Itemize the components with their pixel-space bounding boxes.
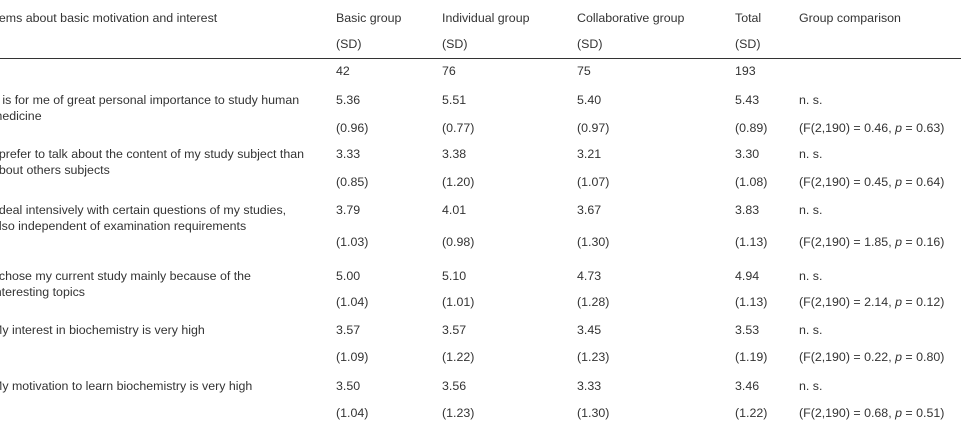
table-cell-basic-sd: (0.85): [336, 175, 369, 189]
table-cell-collaborative-sd: (1.07): [577, 175, 610, 189]
table-cell-total-sd: (1.13): [735, 295, 768, 309]
n-row-collaborative: 75: [577, 64, 591, 78]
table-cell-significance: n. s.: [799, 147, 823, 161]
table-cell-basic: 5.00: [336, 269, 361, 283]
table-cell-basic-sd: (1.04): [336, 406, 369, 420]
table-cell-significance: n. s.: [799, 379, 823, 393]
table-cell-individual-sd: (1.22): [442, 350, 475, 364]
header-collaborative-group: Collaborative group: [577, 11, 685, 25]
table-cell-collaborative-sd: (1.23): [577, 350, 610, 364]
header-rule: [0, 58, 961, 59]
table-cell-individual: 4.01: [442, 203, 467, 217]
n-row-basic: 42: [336, 64, 350, 78]
table-cell-total-sd: (0.89): [735, 121, 768, 135]
table-cell-individual-sd: (0.77): [442, 121, 475, 135]
header-basic-group: Basic group: [336, 11, 402, 25]
table-cell-individual-sd: (1.01): [442, 295, 475, 309]
header-individual-group: Individual group: [442, 11, 530, 25]
table-cell-individual: 3.57: [442, 323, 467, 337]
table-cell-total-sd: (1.19): [735, 350, 768, 364]
table-cell-total: 3.53: [735, 323, 760, 337]
table-cell-test-result: (F(2,190) = 0.68, p = 0.51): [799, 406, 945, 420]
table-cell-basic-sd: (1.03): [336, 235, 369, 249]
table-row-item: My motivation to learn biochemistry is v…: [0, 379, 253, 393]
table-cell-significance: n. s.: [799, 203, 823, 217]
header-collaborative-sd: (SD): [577, 37, 603, 51]
table-cell-total-sd: (1.13): [735, 235, 768, 249]
table-cell-collaborative: 4.73: [577, 269, 602, 283]
table-cell-individual: 5.51: [442, 93, 467, 107]
table-cell-significance: n. s.: [799, 269, 823, 283]
table-cell-test-result: (F(2,190) = 0.45, p = 0.64): [799, 175, 945, 189]
table-cell-individual-sd: (1.20): [442, 175, 475, 189]
table-cell-individual-sd: (0.98): [442, 235, 475, 249]
table-cell-test-result: (F(2,190) = 0.22, p = 0.80): [799, 350, 945, 364]
table-cell-collaborative: 5.40: [577, 93, 602, 107]
table-cell-basic-sd: (1.09): [336, 350, 369, 364]
table-cell-collaborative: 3.45: [577, 323, 602, 337]
table-cell-test-result: (F(2,190) = 1.85, p = 0.16): [799, 235, 945, 249]
table-cell-basic: 3.79: [336, 203, 361, 217]
table-cell-basic-sd: (1.04): [336, 295, 369, 309]
table-row-item: I prefer to talk about the content of my…: [0, 147, 305, 177]
table-cell-basic: 3.33: [336, 147, 361, 161]
table-cell-test-result: (F(2,190) = 2.14, p = 0.12): [799, 295, 945, 309]
table-cell-total: 3.46: [735, 379, 760, 393]
table-cell-basic: 3.57: [336, 323, 361, 337]
table-cell-individual: 3.56: [442, 379, 467, 393]
table-cell-total: 3.30: [735, 147, 760, 161]
table-cell-individual-sd: (1.23): [442, 406, 475, 420]
table-cell-significance: n. s.: [799, 323, 823, 337]
header-individual-sd: (SD): [442, 37, 468, 51]
n-row-individual: 76: [442, 64, 456, 78]
table-cell-individual: 3.38: [442, 147, 467, 161]
table-row-item: My interest in biochemistry is very high: [0, 323, 205, 337]
table-cell-total: 4.94: [735, 269, 760, 283]
header-total: Total: [735, 11, 762, 25]
table-cell-basic: 5.36: [336, 93, 361, 107]
header-items: Items about basic motivation and interes…: [0, 11, 218, 25]
table-cell-collaborative: 3.33: [577, 379, 602, 393]
table-cell-total-sd: (1.08): [735, 175, 768, 189]
table-cell-significance: n. s.: [799, 93, 823, 107]
table-cell-total-sd: (1.22): [735, 406, 768, 420]
table-cell-collaborative-sd: (1.30): [577, 235, 610, 249]
n-row-total: 193: [735, 64, 756, 78]
table-cell-collaborative: 3.21: [577, 147, 602, 161]
header-group-comparison: Group comparison: [799, 11, 901, 25]
table-cell-total: 5.43: [735, 93, 760, 107]
table-cell-test-result: (F(2,190) = 0.46, p = 0.63): [799, 121, 945, 135]
header-basic-sd: (SD): [336, 37, 362, 51]
header-total-sd: (SD): [735, 37, 761, 51]
table-cell-collaborative-sd: (1.30): [577, 406, 610, 420]
table-cell-basic-sd: (0.96): [336, 121, 369, 135]
table-cell-individual: 5.10: [442, 269, 467, 283]
table-cell-collaborative-sd: (0.97): [577, 121, 610, 135]
table-row-item: I deal intensively with certain question…: [0, 203, 287, 233]
table-cell-collaborative: 3.67: [577, 203, 602, 217]
table-cell-total: 3.83: [735, 203, 760, 217]
table-cell-basic: 3.50: [336, 379, 361, 393]
table-cell-collaborative-sd: (1.28): [577, 295, 610, 309]
table-row-item: It is for me of great personal importanc…: [0, 93, 300, 123]
table-row-item: I chose my current study mainly because …: [0, 269, 251, 299]
